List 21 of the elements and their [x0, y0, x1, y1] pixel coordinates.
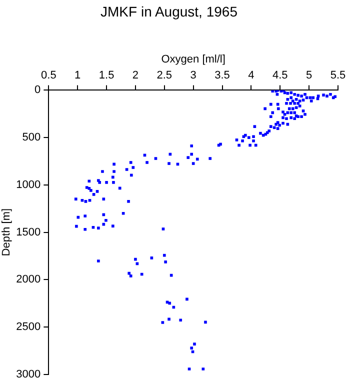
- y-tick-label: 500: [22, 132, 41, 144]
- x-tick-label: 2.5: [156, 70, 172, 82]
- x-tick-label: 3.5: [214, 70, 230, 82]
- y-tick-label: 3000: [16, 368, 41, 380]
- y-axis-title: Depth [m]: [0, 208, 13, 256]
- x-tick-label: 0.5: [41, 70, 56, 82]
- y-tick-label: 2000: [16, 274, 41, 286]
- y-tick-label: 1500: [16, 226, 41, 238]
- x-tick-label: 5.5: [330, 70, 346, 82]
- x-tick-label: 4: [248, 70, 254, 82]
- y-tick-label: 0: [34, 84, 41, 96]
- x-tick-label: 2: [132, 70, 139, 82]
- y-tick-label: 2500: [16, 321, 41, 334]
- x-tick-label: 1: [74, 70, 81, 82]
- y-tick-label: 1000: [16, 178, 41, 191]
- chart-title: JMKF in August, 1965: [100, 3, 238, 20]
- x-tick-label: 3: [190, 70, 196, 82]
- x-axis-title: Oxygen [ml/l]: [161, 53, 226, 66]
- x-tick-label: 4.5: [272, 70, 288, 82]
- x-tick-label: 1.5: [98, 70, 114, 82]
- x-tick-label: 5: [306, 70, 312, 82]
